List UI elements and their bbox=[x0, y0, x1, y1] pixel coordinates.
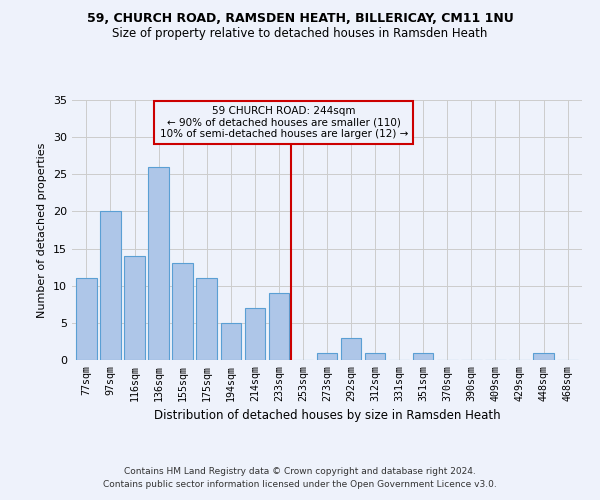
Bar bbox=[100, 212, 121, 360]
Text: 59 CHURCH ROAD: 244sqm
← 90% of detached houses are smaller (110)
10% of semi-de: 59 CHURCH ROAD: 244sqm ← 90% of detached… bbox=[160, 106, 408, 139]
Bar bbox=[341, 338, 361, 360]
Bar bbox=[221, 323, 241, 360]
Bar bbox=[533, 352, 554, 360]
Bar bbox=[196, 278, 217, 360]
Text: Contains HM Land Registry data © Crown copyright and database right 2024.: Contains HM Land Registry data © Crown c… bbox=[124, 467, 476, 476]
Bar bbox=[148, 167, 169, 360]
Bar bbox=[245, 308, 265, 360]
Bar bbox=[269, 293, 289, 360]
Bar bbox=[76, 278, 97, 360]
Text: Contains public sector information licensed under the Open Government Licence v3: Contains public sector information licen… bbox=[103, 480, 497, 489]
Bar bbox=[172, 264, 193, 360]
Bar bbox=[317, 352, 337, 360]
Text: 59, CHURCH ROAD, RAMSDEN HEATH, BILLERICAY, CM11 1NU: 59, CHURCH ROAD, RAMSDEN HEATH, BILLERIC… bbox=[86, 12, 514, 26]
Bar bbox=[365, 352, 385, 360]
Bar bbox=[413, 352, 433, 360]
Y-axis label: Number of detached properties: Number of detached properties bbox=[37, 142, 47, 318]
Bar bbox=[124, 256, 145, 360]
X-axis label: Distribution of detached houses by size in Ramsden Heath: Distribution of detached houses by size … bbox=[154, 409, 500, 422]
Text: Size of property relative to detached houses in Ramsden Heath: Size of property relative to detached ho… bbox=[112, 28, 488, 40]
